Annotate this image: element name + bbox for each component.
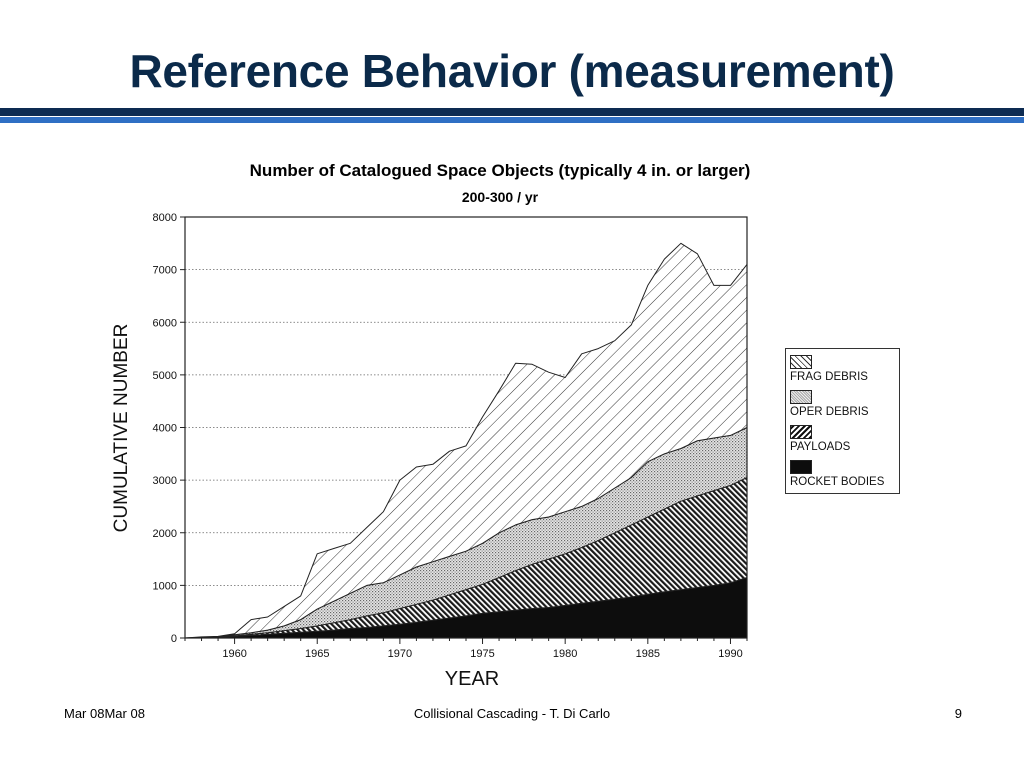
title-rule-light — [0, 117, 1024, 123]
legend-swatch-payloads — [790, 425, 812, 439]
chart-legend: FRAG DEBRIS OPER DEBRIS PAYLOADS ROCKET … — [785, 348, 900, 494]
y-axis-title: CUMULATIVE NUMBER — [111, 324, 132, 533]
legend-item-frag-debris: FRAG DEBRIS — [790, 355, 900, 383]
legend-label-oper-debris: OPER DEBRIS — [790, 406, 869, 418]
y-tick-label-0: 0 — [171, 633, 177, 645]
y-tick-label-8000: 8000 — [153, 212, 177, 224]
chart-title: Number of Catalogued Space Objects (typi… — [249, 161, 751, 180]
area-series — [184, 242, 748, 639]
legend-swatch-oper-debris — [790, 390, 812, 404]
y-tick-label-4000: 4000 — [153, 423, 177, 435]
legend-swatch-rocket-bodies — [790, 460, 812, 474]
legend-label-payloads: PAYLOADS — [790, 441, 851, 453]
legend-label-frag-debris: FRAG DEBRIS — [790, 371, 868, 383]
title-rule-dark — [0, 108, 1024, 116]
chart-subtitle: 200-300 / yr — [461, 189, 539, 205]
footer-date: Mar 08Mar 08 — [64, 706, 145, 721]
x-tick-label-1990: 1990 — [718, 648, 742, 660]
y-tick-label-6000: 6000 — [153, 317, 177, 329]
y-tick-label-2000: 2000 — [153, 528, 177, 540]
x-tick-label-1980: 1980 — [553, 648, 577, 660]
x-tick-label-1985: 1985 — [636, 648, 660, 660]
x-axis-title: YEAR — [445, 668, 499, 690]
legend-swatch-frag-debris — [790, 355, 812, 369]
x-tick-label-1970: 1970 — [388, 648, 412, 660]
y-tick-label-7000: 7000 — [153, 265, 177, 277]
x-tick-label-1960: 1960 — [222, 648, 246, 660]
x-tick-label-1965: 1965 — [305, 648, 329, 660]
slide-title: Reference Behavior (measurement) — [129, 45, 895, 97]
y-tick-label-1000: 1000 — [153, 580, 177, 592]
legend-item-oper-debris: OPER DEBRIS — [790, 390, 900, 418]
footer-presentation-title: Collisional Cascading - T. Di Carlo — [413, 706, 611, 721]
legend-label-rocket-bodies: ROCKET BODIES — [790, 476, 885, 488]
footer-slide-number: 9 — [954, 706, 962, 721]
y-tick-label-3000: 3000 — [153, 475, 177, 487]
x-tick-label-1975: 1975 — [470, 648, 494, 660]
legend-item-payloads: PAYLOADS — [790, 425, 900, 453]
tick-labels: 0 1000 2000 3000 4000 5000 6000 7000 8000 1960 196… — [153, 212, 743, 660]
legend-item-rocket-bodies: ROCKET BODIES — [790, 460, 900, 488]
y-tick-label-5000: 5000 — [153, 370, 177, 382]
axes — [180, 216, 748, 644]
